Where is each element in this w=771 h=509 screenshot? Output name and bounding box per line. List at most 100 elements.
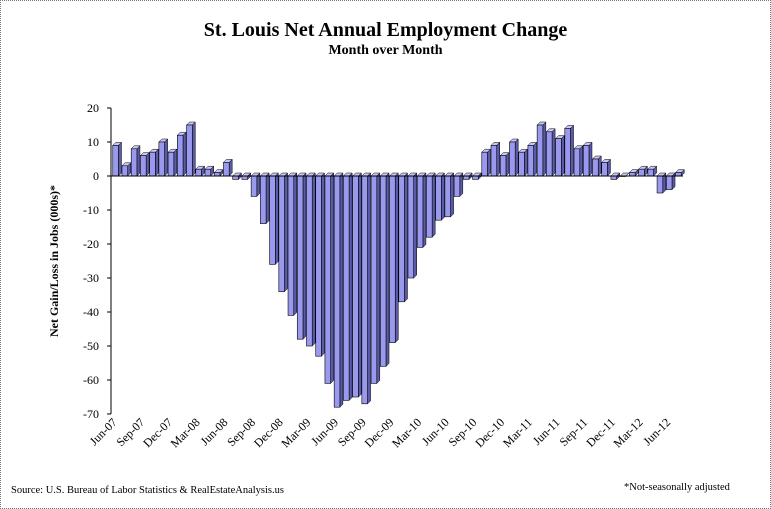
bar-front (158, 141, 165, 177)
y-axis-label: Net Gain/Loss in Jobs (000s)* (47, 185, 61, 337)
x-tick-label: Sep-09 (335, 415, 369, 449)
x-tick-label: Jun-09 (308, 415, 341, 448)
x-tick-label: Jun-12 (640, 415, 673, 448)
bar-side (542, 121, 547, 177)
bar (490, 141, 501, 177)
bar-side (358, 172, 362, 398)
bar (379, 172, 390, 368)
bar-side (394, 172, 399, 344)
bar-front (241, 175, 248, 180)
bar (591, 155, 602, 177)
bar (278, 172, 289, 293)
bar-front (232, 175, 239, 180)
bar (545, 128, 556, 177)
y-tick-labels: 20 10 0 -10 -20 -30 -40 -50 -60 -70 (83, 101, 111, 421)
bar-front (527, 145, 534, 177)
x-tick-label: Sep-10 (446, 415, 480, 449)
bar (601, 158, 612, 177)
bar (665, 172, 676, 191)
bar-front (398, 175, 405, 303)
x-tick-label: Dec-10 (472, 415, 507, 450)
bar (204, 165, 215, 177)
x-tick-label: Mar-12 (610, 415, 645, 450)
bar-side (441, 172, 445, 221)
bar (250, 172, 261, 198)
bar-front (121, 165, 128, 177)
bar (444, 172, 455, 218)
bar (674, 168, 685, 177)
bar (352, 172, 362, 398)
bar-side (339, 172, 344, 408)
bar-front (509, 141, 516, 177)
bar (158, 138, 169, 177)
bar (508, 138, 519, 177)
bar-front (343, 175, 350, 401)
bar-front (186, 124, 193, 177)
source-note: Source: U.S. Bureau of Labor Statistics … (11, 485, 284, 496)
bar-front (656, 175, 664, 194)
x-tick-label: Dec-08 (251, 415, 286, 450)
bar-front (130, 148, 138, 177)
x-tick-label: Jun-08 (197, 415, 230, 448)
bar (296, 172, 307, 340)
bar-side (505, 151, 510, 177)
bar-front (444, 175, 451, 218)
y-tick-label: -30 (83, 271, 99, 285)
bar (121, 162, 132, 177)
bar-front (629, 172, 636, 177)
bar-side (570, 124, 574, 177)
bar-front (324, 175, 331, 384)
bar-side (293, 172, 298, 317)
bar-side (487, 148, 491, 177)
bar-side (321, 172, 325, 357)
bar-front (195, 168, 202, 177)
bar-front (573, 148, 581, 177)
bar-front (287, 175, 295, 316)
bar-front (647, 168, 654, 177)
bar (324, 172, 335, 385)
bar-front (250, 175, 258, 197)
bar-side (284, 172, 288, 293)
y-tick-label: -20 (83, 237, 99, 251)
x-tick-label: Dec-11 (583, 415, 618, 450)
chart-subtitle: Month over Month (328, 43, 443, 58)
x-tick-label: Mar-11 (500, 415, 535, 450)
y-axis-label-group: Net Gain/Loss in Jobs (000s)* (47, 185, 61, 337)
y-tick-label: -40 (83, 305, 99, 319)
bar-front (490, 145, 498, 177)
bar (398, 172, 409, 303)
bar-front (666, 175, 673, 190)
bar-side (422, 172, 427, 249)
x-tick-label: Jun-10 (419, 415, 452, 448)
bar-side (302, 172, 307, 340)
bar-front (167, 151, 175, 177)
bar (268, 172, 279, 266)
bar-side (192, 121, 196, 177)
bar (185, 121, 196, 177)
bar (499, 151, 510, 177)
bar-side (404, 172, 408, 303)
bar-side (275, 172, 279, 266)
bar-front (435, 175, 442, 221)
bar-front (472, 175, 479, 180)
bar (647, 165, 658, 177)
bar-side (561, 134, 565, 177)
bar (342, 172, 353, 402)
bar (481, 148, 492, 177)
bar (388, 172, 399, 344)
bar-front (213, 172, 221, 177)
bar-front (149, 151, 156, 177)
bar-front (638, 168, 645, 177)
bar-side (348, 172, 353, 402)
bar-front (333, 175, 341, 408)
x-tick-label: Sep-07 (113, 415, 147, 449)
bar-front (536, 124, 544, 177)
bar (416, 172, 427, 249)
y-tick-label: -50 (83, 339, 99, 353)
x-tick-label: Dec-07 (140, 415, 175, 450)
bar (573, 145, 584, 177)
bar-front (370, 175, 378, 384)
bar-side (551, 128, 556, 177)
bar (407, 172, 418, 279)
bar-side (533, 141, 537, 177)
